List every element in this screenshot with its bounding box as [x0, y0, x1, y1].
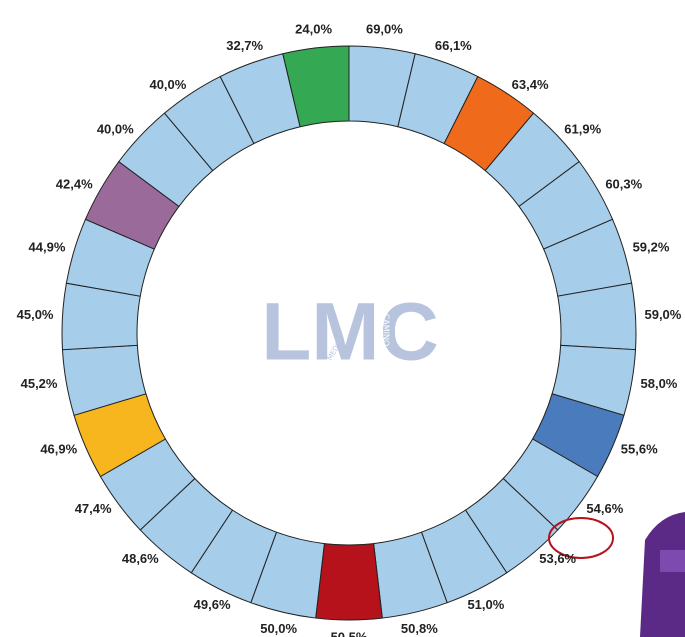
value-label: 42,4%	[56, 176, 93, 191]
value-label: 48,6%	[122, 551, 159, 566]
value-label: 50,8%	[401, 621, 438, 636]
value-label: 61,9%	[564, 121, 601, 136]
value-label: 63,4%	[512, 77, 549, 92]
value-label: 44,9%	[29, 240, 66, 255]
value-label: 58,0%	[641, 376, 678, 391]
value-label: 40,0%	[97, 121, 134, 136]
value-label: 60,3%	[605, 176, 642, 191]
value-label: 53,6%	[539, 551, 576, 566]
value-label: 66,1%	[435, 38, 472, 53]
value-label: 49,6%	[194, 597, 231, 612]
value-label: 32,7%	[226, 38, 263, 53]
player-detail	[660, 550, 685, 572]
value-label: 50,0%	[260, 621, 297, 636]
player-shirt	[640, 512, 685, 637]
page: LMC LAURI MEDIA CAMINO 69,0% 66,1% 63,4% 61…	[0, 0, 685, 637]
value-label: 51,0%	[467, 597, 504, 612]
logo-right: CAMINO	[382, 314, 391, 347]
value-label: 69,0%	[366, 21, 403, 36]
logo: LMC LAURI MEDIA CAMINO	[261, 287, 439, 378]
chart: LMC LAURI MEDIA CAMINO 69,0% 66,1% 63,4% 61…	[0, 0, 685, 637]
player-image	[640, 512, 685, 637]
value-label: 59,0%	[644, 307, 681, 322]
value-label: 50,5%	[331, 629, 368, 637]
value-label: 45,2%	[21, 376, 58, 391]
value-label: 47,4%	[75, 501, 112, 516]
value-label: 54,6%	[586, 501, 623, 516]
logo-left: LAURI	[286, 323, 295, 347]
segment	[316, 544, 383, 620]
value-label: 46,9%	[40, 442, 77, 457]
value-label: 55,6%	[621, 442, 658, 457]
value-label: 40,0%	[149, 77, 186, 92]
value-label: 45,0%	[17, 307, 54, 322]
value-label: 24,0%	[295, 21, 332, 36]
value-label: 59,2%	[633, 240, 670, 255]
